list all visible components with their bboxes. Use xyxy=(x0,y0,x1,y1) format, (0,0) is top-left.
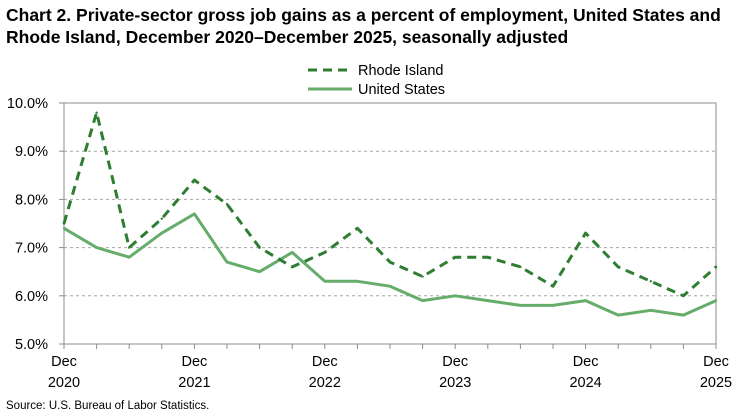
data-point-rhode-island xyxy=(356,227,359,230)
data-point-united-states xyxy=(291,251,294,254)
data-point-rhode-island xyxy=(649,280,652,283)
data-point-united-states xyxy=(160,231,163,235)
source-note: Source: U.S. Bureau of Labor Statistics. xyxy=(6,400,210,412)
data-point-united-states xyxy=(617,313,620,317)
data-point-rhode-island xyxy=(258,246,261,249)
data-point-united-states xyxy=(714,299,718,302)
data-point-rhode-island xyxy=(62,222,66,225)
legend: Rhode Island United States xyxy=(308,63,445,98)
data-point-united-states xyxy=(454,294,457,297)
data-point-united-states xyxy=(128,256,131,259)
series-line-united-states xyxy=(63,212,717,317)
data-point-rhode-island xyxy=(584,231,587,235)
data-point-united-states xyxy=(421,299,424,302)
data-point-united-states xyxy=(649,309,652,312)
data-point-rhode-island xyxy=(128,246,131,249)
legend-label: Rhode Island xyxy=(358,63,443,79)
y-tick-label: 5.0% xyxy=(15,337,48,353)
y-tick-label: 10.0% xyxy=(7,96,48,112)
x-tick-label-month: Dec xyxy=(442,354,468,370)
y-tick-label: 6.0% xyxy=(15,289,48,305)
legend-label: United States xyxy=(358,82,445,98)
x-tick-label-month: Dec xyxy=(51,354,77,370)
series-lines xyxy=(62,111,718,317)
data-point-rhode-island xyxy=(160,217,163,220)
data-point-united-states xyxy=(258,270,261,273)
x-tick-label-month: Dec xyxy=(703,354,729,370)
x-tick-label-year: 2025 xyxy=(700,375,732,391)
data-point-rhode-island xyxy=(225,203,229,206)
data-point-united-states xyxy=(225,260,229,264)
data-point-rhode-island xyxy=(421,275,424,278)
data-point-united-states xyxy=(193,212,196,216)
x-tick-label-year: 2023 xyxy=(439,375,471,391)
x-tick-label-month: Dec xyxy=(182,354,208,370)
data-point-rhode-island xyxy=(95,111,98,114)
data-point-united-states xyxy=(356,280,359,283)
series-line-rhode-island xyxy=(62,111,717,298)
data-point-united-states xyxy=(323,280,326,283)
data-point-rhode-island xyxy=(551,284,555,288)
x-tick-label-month: Dec xyxy=(312,354,338,370)
data-point-rhode-island xyxy=(519,265,522,269)
x-tick-label-year: 2020 xyxy=(48,375,80,391)
data-point-rhode-island xyxy=(617,265,620,269)
data-point-rhode-island xyxy=(486,256,489,259)
y-tick-label: 9.0% xyxy=(15,144,48,160)
gridlines xyxy=(64,150,716,297)
data-point-united-states xyxy=(486,299,489,302)
data-point-rhode-island xyxy=(193,178,196,182)
y-tick-label: 8.0% xyxy=(15,192,48,208)
y-axis-ticks: 5.0% 6.0% 7.0% 8.0% 9.0% 10.0% xyxy=(7,96,64,353)
data-point-rhode-island xyxy=(454,256,457,259)
data-point-rhode-island xyxy=(291,265,294,269)
x-tick-label-month: Dec xyxy=(573,354,599,370)
plot-area xyxy=(63,102,717,345)
data-point-rhode-island xyxy=(323,251,326,254)
data-point-united-states xyxy=(388,284,392,288)
chart-title: Chart 2. Private-sector gross job gains … xyxy=(6,5,721,47)
x-tick-label-year: 2024 xyxy=(569,375,601,391)
data-point-rhode-island xyxy=(388,260,392,264)
data-point-united-states xyxy=(682,313,685,317)
data-point-united-states xyxy=(584,299,587,302)
data-point-rhode-island xyxy=(682,294,685,297)
x-axis-ticks: Dec 2020 Dec 2021 Dec 2022 Dec 2023 Dec 2024 Dec 20… xyxy=(48,344,732,391)
data-point-united-states xyxy=(519,304,522,307)
data-point-united-states xyxy=(551,304,555,307)
x-tick-label-year: 2022 xyxy=(309,375,341,391)
x-tick-label-year: 2021 xyxy=(178,375,210,391)
data-point-united-states xyxy=(62,227,66,230)
data-point-rhode-island xyxy=(714,265,718,269)
data-point-united-states xyxy=(95,246,98,249)
y-tick-label: 7.0% xyxy=(15,241,48,257)
